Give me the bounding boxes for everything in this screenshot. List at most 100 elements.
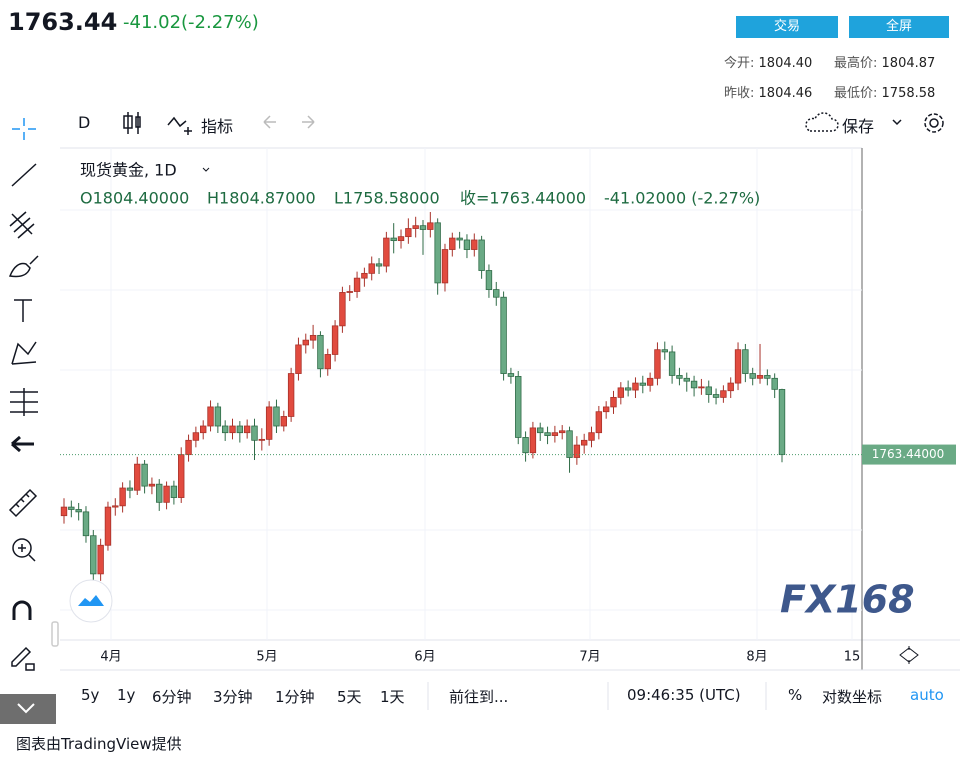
candle-body xyxy=(573,444,581,458)
cloud-icon[interactable] xyxy=(805,112,839,132)
candle-body xyxy=(273,406,280,427)
candle-body xyxy=(668,351,676,376)
candle-body xyxy=(610,396,617,408)
range[interactable]: 5天 xyxy=(337,688,362,706)
candle-body xyxy=(632,382,639,391)
stat-label: 昨收: xyxy=(724,86,755,101)
collapse[interactable] xyxy=(51,621,59,647)
range[interactable]: 5y xyxy=(81,686,100,704)
undo[interactable] xyxy=(263,115,276,129)
fullscreen-button[interactable]: 全屏 xyxy=(849,16,949,38)
candle-body xyxy=(119,487,126,507)
last-price-box xyxy=(862,444,956,465)
candle-body xyxy=(485,270,493,290)
pattern-tool[interactable] xyxy=(11,341,37,365)
range[interactable]: 1天 xyxy=(380,688,405,706)
candle-body xyxy=(170,485,178,498)
candle-body xyxy=(537,427,544,434)
candle-body xyxy=(214,406,222,427)
magnet-tool[interactable] xyxy=(12,600,32,620)
candle-body xyxy=(654,349,661,379)
clock: 09:46:35 (UTC) xyxy=(627,686,741,704)
candle-body xyxy=(705,386,712,395)
range[interactable]: 1y xyxy=(117,686,136,704)
stat: 最低价: 1758.58 xyxy=(834,82,935,101)
zoom-tool[interactable] xyxy=(12,538,32,558)
candle-body xyxy=(339,292,346,327)
settings-icon[interactable] xyxy=(929,118,939,128)
text-tool[interactable] xyxy=(14,299,32,322)
trade-button[interactable]: 交易 xyxy=(736,16,838,38)
candle-body xyxy=(82,511,90,537)
grid xyxy=(60,148,862,640)
percent[interactable]: % xyxy=(788,686,803,704)
candle-body xyxy=(317,334,324,370)
legend-close: 收=1763.44000 xyxy=(460,189,586,208)
indicator-icon[interactable] xyxy=(167,116,192,135)
candle-body xyxy=(126,487,134,491)
candle-body xyxy=(698,386,705,389)
symbol-menu[interactable] xyxy=(202,167,210,172)
candle-body xyxy=(683,377,690,382)
range[interactable]: 1分钟 xyxy=(275,688,315,706)
candle-body xyxy=(229,425,236,434)
price: 1763.44 xyxy=(8,8,118,36)
stat: 今开: 1804.40 xyxy=(724,52,812,71)
candle-body xyxy=(383,237,390,267)
candle-body xyxy=(742,349,749,374)
indicators[interactable]: 指标 xyxy=(201,117,234,136)
candle-body xyxy=(221,425,229,434)
candle-body xyxy=(68,506,75,510)
measure-tool[interactable] xyxy=(10,388,38,416)
cursor-tool[interactable] xyxy=(12,118,36,140)
candle-body xyxy=(112,505,119,508)
brush-tool[interactable] xyxy=(8,255,39,278)
legend-low: L1758.58000 xyxy=(334,189,440,208)
save-menu[interactable] xyxy=(892,119,902,126)
candle-body xyxy=(163,485,170,503)
stat-value: 1804.87 xyxy=(881,56,936,71)
candle-body xyxy=(397,236,405,242)
range[interactable]: 6分钟 xyxy=(152,688,192,706)
x-tick-label: 8月 xyxy=(746,650,767,665)
x-tick-label: 7月 xyxy=(579,650,600,665)
save[interactable]: 保存 xyxy=(842,117,875,136)
candle-body xyxy=(258,438,266,441)
candle-body xyxy=(148,483,156,487)
x-tick-label: 4月 xyxy=(100,650,121,665)
candle-body xyxy=(624,387,632,391)
candle-body xyxy=(566,430,573,458)
ruler-tool[interactable] xyxy=(8,488,38,518)
candle-body xyxy=(324,354,331,370)
candle-body xyxy=(727,382,734,392)
axis-settings[interactable] xyxy=(899,646,919,664)
candle-body xyxy=(690,380,698,389)
redo[interactable] xyxy=(302,115,315,129)
candle-body xyxy=(734,349,742,384)
legend: O1804.40000 H1804.87000 L1758.58000 收=17… xyxy=(80,189,760,208)
candle-body xyxy=(207,406,214,427)
stat-label: 今开: xyxy=(724,56,755,71)
candle-icon[interactable] xyxy=(123,112,141,134)
candle-body xyxy=(529,427,537,454)
toolbar-icons xyxy=(8,112,944,671)
candle-body xyxy=(104,506,112,546)
stat-value: 1758.58 xyxy=(881,86,936,101)
footer: 图表由TradingView提供 xyxy=(16,735,182,753)
auto-scale[interactable]: auto xyxy=(910,686,944,704)
candle-body xyxy=(720,390,727,398)
fib-tool[interactable] xyxy=(9,211,35,239)
lock-draw-tool[interactable] xyxy=(11,646,35,671)
goto[interactable]: 前往到... xyxy=(449,688,509,706)
legend-change: -41.02000 (-2.27%) xyxy=(604,189,760,208)
candle-body xyxy=(617,387,625,398)
range[interactable]: 3分钟 xyxy=(213,688,253,706)
candle-body xyxy=(251,425,258,441)
interval[interactable]: D xyxy=(78,113,91,132)
line-tool[interactable] xyxy=(11,163,37,187)
candle-body xyxy=(361,272,368,279)
log-scale[interactable]: 对数坐标 xyxy=(822,688,883,706)
back-tool[interactable] xyxy=(11,435,34,453)
